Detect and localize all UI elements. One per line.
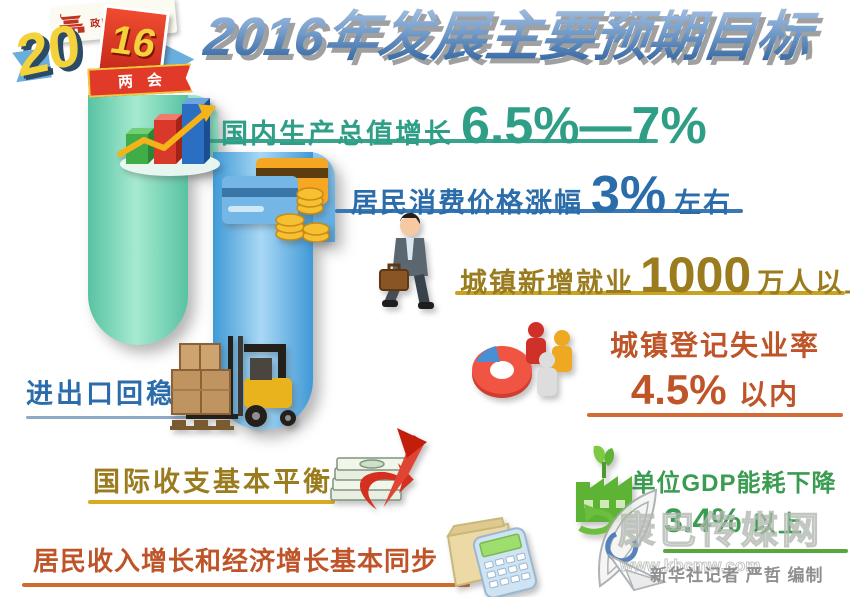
target-unemployment-value: 4.5% [630, 366, 727, 413]
target-unemployment-suffix: 以内 [739, 379, 800, 410]
underline-trade [26, 416, 218, 419]
credit-cards-coins-icon [218, 156, 332, 247]
target-jobs-value: 1000 [640, 247, 752, 303]
target-energy: 单位GDP能耗下降 3.4% 以上 [618, 463, 850, 541]
forklift-boxes-icon [158, 328, 306, 437]
target-unemployment-label: 城镇登记失业率 [609, 330, 820, 361]
target-cpi-suffix: 左右 [674, 188, 733, 218]
target-jobs: 城镇新增就业 1000 万人以上 [460, 246, 850, 304]
target-jobs-suffix: 万人以上 [757, 268, 850, 298]
target-gdp: 国内生产总值增长 6.5%—7% [221, 96, 707, 156]
watermark-plane-icon [586, 486, 670, 597]
bar-chart-icon [112, 92, 230, 183]
tiananmen-icon [58, 14, 85, 35]
target-energy-value: 3.4% [664, 502, 742, 540]
government-report-paper: 政府工作报告 [50, 0, 178, 44]
lianghui-2016-logo: 政府工作报告 20 16 两会 [6, 0, 206, 115]
target-energy-label: 单位GDP能耗下降 [631, 470, 837, 497]
underline-bop [88, 500, 335, 504]
lianghui-banner-label: 两会 [117, 71, 177, 92]
target-jobs-label: 城镇新增就业 [460, 268, 634, 298]
underline-energy [663, 549, 848, 553]
target-energy-suffix: 以上 [751, 511, 804, 538]
year-20-text: 20 [13, 11, 84, 90]
year-16-text: 16 [106, 17, 161, 66]
underline-unemployment [587, 413, 843, 417]
banknotes-arrow-icon [325, 424, 435, 525]
calculator-folder-icon [434, 514, 548, 597]
target-unemployment: 城镇登记失业率 4.5% 以内 [585, 324, 845, 414]
target-cpi-label: 居民消费价格涨幅 [351, 188, 583, 218]
target-income: 居民收入增长和经济增长基本同步 [33, 546, 439, 576]
target-gdp-value: 6.5%—7% [461, 97, 707, 155]
underline-cpi [335, 209, 743, 213]
target-cpi: 居民消费价格涨幅 3% 左右 [351, 165, 732, 225]
underline-income [22, 583, 470, 587]
underline-jobs [455, 291, 845, 295]
watermark-site-url: www.kbcmw.com [619, 556, 761, 576]
businessman-briefcase-icon [356, 212, 454, 317]
underline-gdp [196, 139, 658, 143]
page-title: 2016年发展主要预期目标 [200, 7, 850, 67]
watermark-site-name: 康巴传媒网 [617, 509, 823, 551]
target-gdp-label: 国内生产总值增长 [221, 119, 453, 149]
pie-chart-people-icon [462, 316, 578, 409]
target-cpi-value: 3% [591, 166, 667, 224]
target-bop: 国际收支基本平衡 [93, 467, 333, 497]
credit-line: 新华社记者 严哲 编制 [650, 566, 824, 585]
lianghui-banner: 两会 [87, 63, 192, 97]
